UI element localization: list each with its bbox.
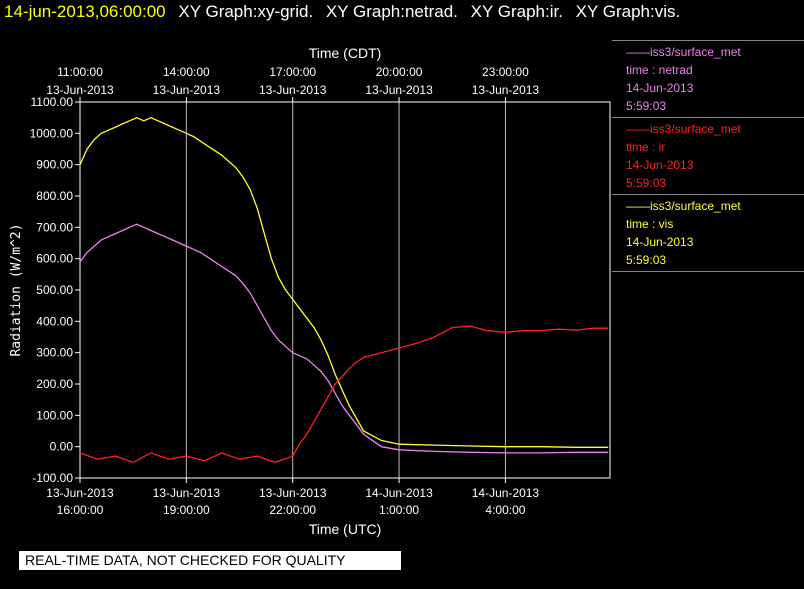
y-tick-label-5: 400.00 bbox=[36, 314, 73, 328]
legend-ir-date: 14-Jun-2013 bbox=[626, 158, 694, 172]
graph-name-ir: XY Graph:ir. bbox=[470, 2, 563, 21]
x-axis-label-top: Time (CDT) bbox=[309, 45, 382, 61]
graph-header: 14-jun-2013,06:00:00 XY Graph:xy-grid. X… bbox=[4, 2, 680, 22]
legend-ir: ——iss3/surface_met time : ir 14-Jun-2013… bbox=[612, 117, 804, 194]
y-tick-label-9: 800.00 bbox=[36, 189, 73, 203]
legend-netrad-var: time : netrad bbox=[626, 63, 693, 77]
legend-ir-time: 5:59:03 bbox=[626, 176, 667, 190]
top-tick-date-0: 13-Jun-2013 bbox=[46, 83, 114, 97]
top-tick-time-4: 23:00:00 bbox=[482, 65, 529, 79]
y-tick-label-2: 100.00 bbox=[36, 408, 73, 422]
legend-ir-source: ——iss3/surface_met bbox=[626, 122, 741, 136]
series-ir-line bbox=[79, 325, 609, 464]
top-tick-date-3: 13-Jun-2013 bbox=[365, 83, 433, 97]
top-tick-date-2: 13-Jun-2013 bbox=[259, 83, 327, 97]
y-tick-label-4: 300.00 bbox=[36, 346, 73, 360]
y-tick-label-7: 600.00 bbox=[36, 252, 73, 266]
series-netrad-line bbox=[79, 223, 609, 454]
x-tick-time-0: 16:00:00 bbox=[57, 503, 104, 517]
y-axis-label: Radiation (W/m^2) bbox=[9, 223, 24, 356]
legend-vis-var: time : vis bbox=[626, 217, 674, 231]
top-tick-time-3: 20:00:00 bbox=[376, 65, 423, 79]
x-tick-date-3: 14-Jun-2013 bbox=[365, 486, 433, 500]
y-tick-label-0: -100.00 bbox=[32, 471, 73, 485]
legend-vis-time: 5:59:03 bbox=[626, 253, 667, 267]
y-tick-label-10: 900.00 bbox=[36, 158, 73, 172]
top-tick-time-1: 14:00:00 bbox=[163, 65, 210, 79]
top-tick-date-4: 13-Jun-2013 bbox=[472, 83, 540, 97]
legend-vis-source: ——iss3/surface_met bbox=[626, 199, 741, 213]
y-tick-label-12: 1100.00 bbox=[31, 95, 74, 109]
x-tick-time-1: 19:00:00 bbox=[163, 503, 210, 517]
quality-disclaimer: REAL-TIME DATA, NOT CHECKED FOR QUALITY bbox=[19, 551, 401, 570]
legend-vis-date: 14-Jun-2013 bbox=[626, 235, 694, 249]
x-tick-time-4: 4:00:00 bbox=[485, 503, 525, 517]
x-tick-date-4: 14-Jun-2013 bbox=[472, 486, 540, 500]
plot-frame bbox=[79, 101, 611, 479]
legend-netrad: ——iss3/surface_met time : netrad 14-Jun-… bbox=[612, 40, 804, 117]
x-tick-date-2: 13-Jun-2013 bbox=[259, 486, 327, 500]
legend-ir-var: time : ir bbox=[626, 140, 666, 154]
legend-vis: ——iss3/surface_met time : vis 14-Jun-201… bbox=[612, 194, 804, 272]
x-tick-date-1: 13-Jun-2013 bbox=[153, 486, 221, 500]
top-tick-date-1: 13-Jun-2013 bbox=[153, 83, 221, 97]
y-tick-label-6: 500.00 bbox=[36, 283, 73, 297]
x-tick-time-2: 22:00:00 bbox=[269, 503, 316, 517]
top-tick-time-2: 17:00:00 bbox=[269, 65, 316, 79]
y-tick-label-1: 0.00 bbox=[50, 440, 74, 454]
y-tick-label-3: 200.00 bbox=[36, 377, 73, 391]
y-tick-label-11: 1000.00 bbox=[30, 126, 74, 140]
header-timestamp: 14-jun-2013,06:00:00 bbox=[4, 2, 166, 21]
legend-netrad-time: 5:59:03 bbox=[626, 99, 667, 113]
graph-name-vis: XY Graph:vis. bbox=[575, 2, 681, 21]
legend: ——iss3/surface_met time : netrad 14-Jun-… bbox=[612, 40, 804, 272]
graph-name-xy-grid: XY Graph:xy-grid. bbox=[178, 2, 314, 21]
top-tick-time-0: 11:00:00 bbox=[57, 65, 103, 79]
y-tick-label-8: 700.00 bbox=[36, 220, 73, 234]
series-vis-line bbox=[79, 116, 609, 448]
x-tick-time-3: 1:00:00 bbox=[379, 503, 419, 517]
x-axis-label-bottom: Time (UTC) bbox=[309, 521, 382, 537]
graph-name-netrad: XY Graph:netrad. bbox=[325, 2, 458, 21]
legend-netrad-source: ——iss3/surface_met bbox=[626, 45, 741, 59]
legend-netrad-date: 14-Jun-2013 bbox=[626, 81, 694, 95]
x-tick-date-0: 13-Jun-2013 bbox=[46, 486, 114, 500]
